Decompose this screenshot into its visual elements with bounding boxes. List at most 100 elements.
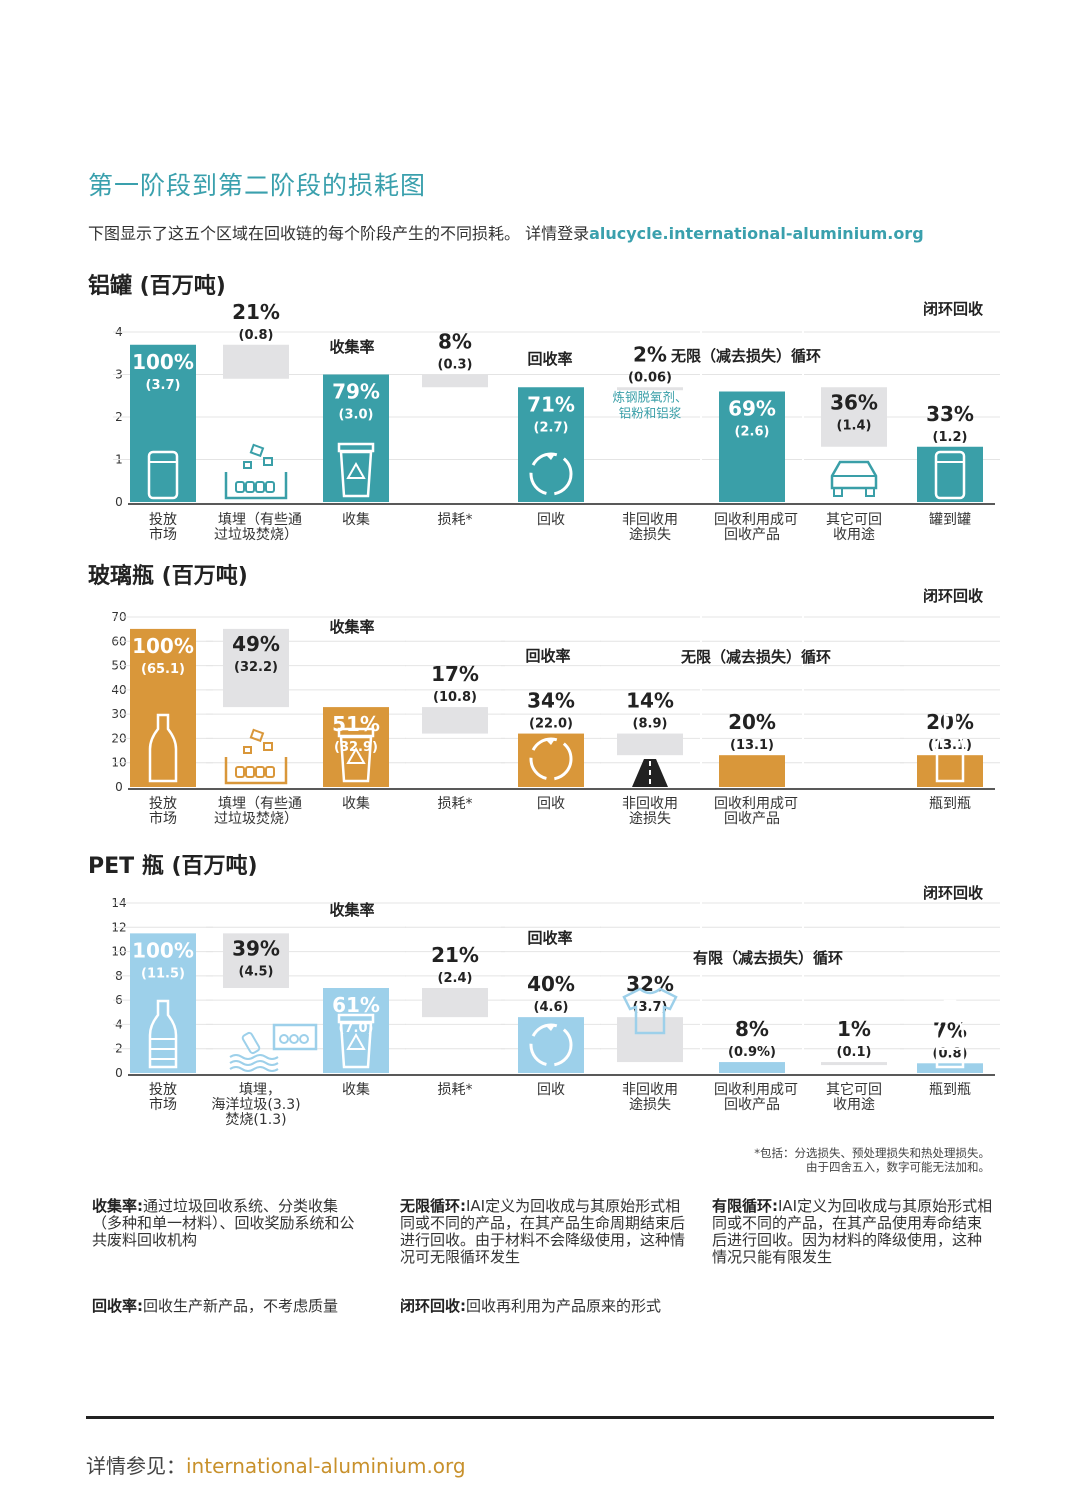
category-label: 损耗* [438,1082,473,1098]
bar-value-label: (1.4) [837,418,872,433]
section-annotation: 回收率 [527,929,572,947]
category-label: 焚烧(1.3) [225,1112,286,1128]
bar-percent-label: 39% [232,936,280,960]
landfill-block [235,481,245,493]
bin-item [289,1034,299,1044]
category-label: 途损失 [629,526,671,543]
bar [617,733,683,756]
category-label: 回收产品 [724,1097,780,1113]
bin-body [339,735,373,783]
bar-value-label: (4.5) [239,964,274,979]
bar-percent-label: 100% [132,350,194,374]
section-annotation: 无限（减去损失）循环 [680,648,831,666]
bar-value-label: (4.6) [534,1000,569,1015]
bar-percent-label: 40% [527,972,575,996]
bar-percent-label: 8% [438,330,472,354]
category-label: 途损失 [629,810,671,827]
subtitle-link[interactable]: alucycle.international-aluminium.org [589,224,924,243]
bar-percent-label: 61% [332,993,380,1017]
bar-value-label: (11.5) [141,966,185,981]
definition-term: 收集率: [92,1197,143,1215]
bar-percent-label: 36% [830,390,878,414]
bar [130,344,196,502]
recycle-arrow [545,1025,555,1031]
debris [249,443,265,458]
bar-percent-label: 69% [728,397,776,421]
bar [719,1062,785,1073]
recycle-triangle [346,461,366,479]
definition-text: 通过垃圾回收系统、分类收集（多种和单一材料）、回收奖励系统和公共废料回收机构 [92,1197,355,1249]
closed-loop-label-2: 闭环回收 [922,587,983,605]
bar [719,391,785,502]
closed-loop-label-1: 闭环回收 [922,300,983,318]
bar-percent-label: 100% [132,938,194,962]
category-label: 回收产品 [724,527,780,543]
bar [518,387,584,502]
debris [249,728,265,743]
bar-value-label: (3.7) [633,1000,668,1015]
bar-percent-label: 21% [431,943,479,967]
bar-percent-label: 8% [735,1017,769,1041]
category-label: 其它可回 [826,511,882,528]
tshirt-icon [622,987,678,1035]
category-label: 回收 [537,512,565,528]
footnote-line-1: *包括：分选损失、预处理损失和热处理损失。 [754,1146,990,1160]
definition-text: 回收生产新产品，不考虑质量 [143,1297,339,1315]
bar [422,374,488,388]
footer-label: 详情参见： [86,1454,186,1478]
subtitle-text: 下图显示了这五个区域在回收链的每个阶段产生的不同损耗。 详情登录 [88,224,590,243]
definition-finite: 有限循环:IAI定义为回收成与其原始形式相同或不同的产品，在其产品使用寿命结束后… [712,1198,994,1266]
section-annotation: 回收率 [527,350,572,368]
bar [422,988,488,1018]
category-label: 回收利用成可 [714,512,798,528]
landfill-block [265,481,275,493]
category-label: 损耗* [438,796,473,812]
bar-value-label: (32.2) [234,660,278,675]
bar-percent-label: 33% [926,402,974,426]
category-label: 回收产品 [724,811,780,827]
can-icon [147,450,179,500]
definition-text: 回收再利用为产品原来的形式 [466,1297,662,1315]
recycle-arrow [545,739,555,745]
section-annotation: 收集率 [329,901,374,919]
bar [422,707,488,734]
bar-percent-label: 2% [633,342,667,366]
bin-box [272,1023,318,1051]
recycle-triangle [346,746,366,764]
definition-infinite: 无限循环:IAI定义为回收成与其原始形式相同或不同的产品，在其产品生命周期结束后… [400,1198,690,1266]
category-label: 回收利用成可 [714,796,798,812]
definition-collection: 收集率:通过垃圾回收系统、分类收集（多种和单一材料）、回收奖励系统和公共废料回收… [92,1198,362,1249]
definition-text: IAI定义为回收成与其原始形式相同或不同的产品，在其产品使用寿命结束后进行回收。… [712,1197,993,1266]
bar-value-label: (13.1) [730,738,774,753]
bar-percent-label: 49% [232,632,280,656]
category-label: 填埋（有些通 [218,796,302,812]
bar-value-label: (3.7) [146,378,181,393]
bin-body [339,1021,373,1069]
debris [243,746,252,754]
bar [617,387,683,391]
category-label: 投放 [149,512,177,528]
bar-percent-label: 1% [837,1017,871,1041]
category-label: 非回收用 [622,1082,678,1098]
bar-value-label: (2.7) [534,420,569,435]
category-label: 非回收用 [622,512,678,528]
wave [229,1060,279,1066]
section-annotation: 回收率 [525,647,570,665]
bottle-icon [935,713,965,783]
category-label: 损耗* [438,512,473,528]
debris [263,457,273,466]
pet-bottle-icon [935,999,965,1069]
bar-value-label: (1.2) [933,430,968,445]
section-annotation: 收集率 [329,338,374,356]
bar-percent-label: 14% [626,689,674,713]
definition-term: 回收率: [92,1297,143,1315]
wave [229,1066,279,1072]
category-label: 瓶到瓶 [929,1082,971,1098]
bar-value-label: (65.1) [141,662,185,677]
footer-link[interactable]: international-aluminium.org [186,1454,466,1478]
bar [223,344,289,379]
bin-body [339,450,373,498]
bar-percent-label: 21% [232,300,280,324]
definition-term: 无限循环: [400,1197,466,1215]
